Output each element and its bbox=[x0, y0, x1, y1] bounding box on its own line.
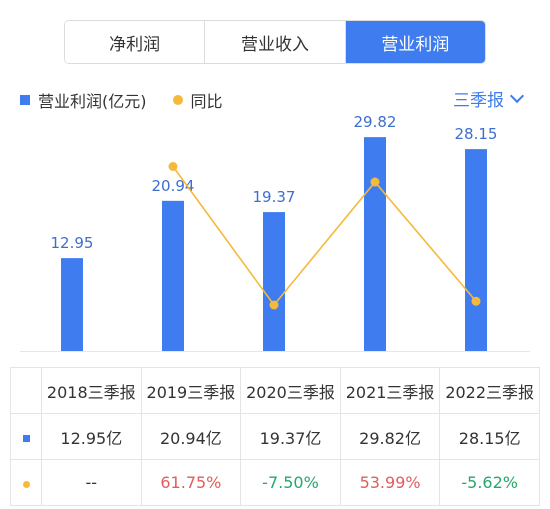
table-header-row: 2018三季报 2019三季报 2020三季报 2021三季报 2022三季报 bbox=[10, 367, 540, 414]
table-header-cell: 2022三季报 bbox=[439, 367, 540, 414]
line-marker-cell bbox=[10, 459, 42, 506]
bar-square-icon bbox=[22, 435, 30, 442]
data-table: 2018三季报 2019三季报 2020三季报 2021三季报 2022三季报 … bbox=[10, 367, 540, 506]
chart-legend: 营业利润(亿元) 同比 bbox=[20, 88, 223, 112]
bar-value-label: 29.82 bbox=[354, 113, 397, 131]
table-header-cell: 2021三季报 bbox=[339, 367, 441, 414]
bar[interactable] bbox=[61, 258, 83, 351]
bar[interactable] bbox=[162, 200, 184, 351]
table-header-cell: 2018三季报 bbox=[41, 367, 142, 414]
tab-revenue[interactable]: 营业收入 bbox=[205, 21, 346, 63]
tab-operating-profit[interactable]: 营业利润 bbox=[345, 21, 485, 63]
table-cell: 12.95亿 bbox=[41, 413, 142, 460]
period-selector-label: 三季报 bbox=[453, 91, 504, 111]
bar-value-label: 19.37 bbox=[253, 188, 296, 206]
bar-legend-label: 营业利润(亿元) bbox=[38, 92, 147, 111]
table-cell: -5.62% bbox=[439, 459, 540, 506]
bar-value-label: 28.15 bbox=[455, 125, 498, 143]
table-cell: 28.15亿 bbox=[439, 413, 540, 460]
table-cell: -7.50% bbox=[240, 459, 341, 506]
table-corner-cell bbox=[10, 367, 42, 414]
table-row-operating-profit: 12.95亿 20.94亿 19.37亿 29.82亿 28.15亿 bbox=[10, 413, 540, 460]
table-cell: 29.82亿 bbox=[339, 413, 441, 460]
table-cell: 53.99% bbox=[339, 459, 441, 506]
yoy-point[interactable] bbox=[471, 296, 481, 306]
table-cell: 61.75% bbox=[140, 459, 242, 506]
bar-legend-square-icon bbox=[20, 95, 30, 105]
bar-marker-cell bbox=[10, 413, 42, 460]
bar-value-label: 12.95 bbox=[51, 234, 94, 252]
period-selector[interactable]: 三季报 bbox=[453, 86, 525, 111]
table-header-cell: 2019三季报 bbox=[140, 367, 242, 414]
yoy-point[interactable] bbox=[370, 177, 380, 187]
yoy-point[interactable] bbox=[269, 300, 279, 310]
bar[interactable] bbox=[465, 149, 487, 351]
line-legend-label: 同比 bbox=[190, 92, 223, 111]
bar[interactable] bbox=[364, 137, 386, 351]
table-header-cell: 2020三季报 bbox=[240, 367, 341, 414]
bar[interactable] bbox=[263, 212, 285, 351]
yoy-line bbox=[172, 166, 477, 307]
line-dot-icon bbox=[22, 481, 30, 488]
tab-net-profit[interactable]: 净利润 bbox=[65, 21, 206, 63]
table-cell: 19.37亿 bbox=[240, 413, 341, 460]
metric-tabs: 净利润 营业收入 营业利润 bbox=[64, 20, 486, 64]
table-cell: 20.94亿 bbox=[140, 413, 242, 460]
table-row-yoy: -- 61.75% -7.50% 53.99% -5.62% bbox=[10, 459, 540, 506]
yoy-point[interactable] bbox=[168, 162, 178, 171]
table-cell: -- bbox=[41, 459, 142, 506]
line-legend-dot-icon bbox=[172, 95, 183, 105]
